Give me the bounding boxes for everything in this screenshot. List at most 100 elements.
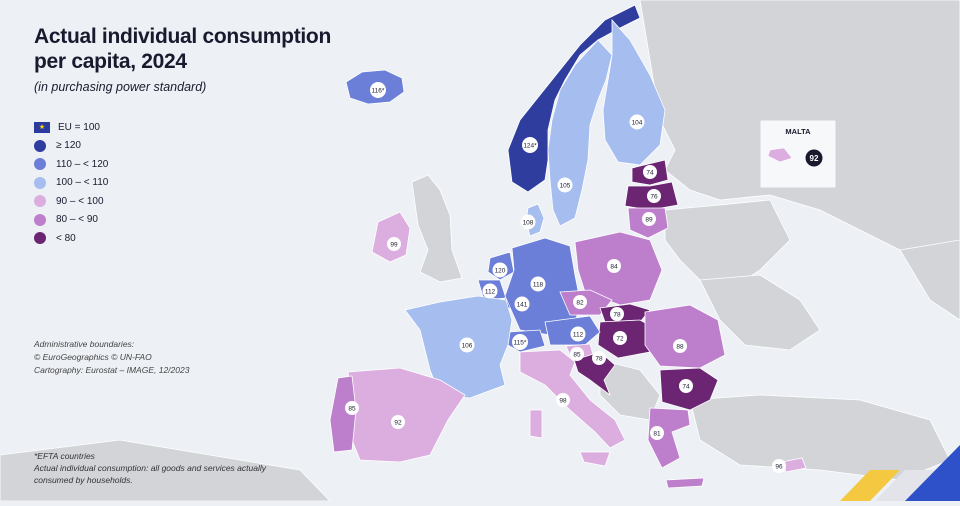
legend-swatch (34, 139, 46, 152)
svg-text:120: 120 (495, 268, 506, 275)
svg-text:98: 98 (559, 398, 567, 405)
svg-text:78: 78 (595, 356, 603, 363)
legend-swatch (34, 195, 46, 208)
svg-text:85: 85 (573, 352, 581, 359)
badge-luxembourg: 141 (514, 296, 530, 312)
svg-text:85: 85 (348, 406, 356, 413)
badge-belgium: 112 (482, 283, 498, 299)
legend-label: < 80 (56, 232, 76, 244)
svg-text:112: 112 (573, 332, 584, 339)
legend-classes: ≥ 120 110 – < 120 100 – < 110 90 – < 100 80 … (34, 137, 108, 248)
badge-ireland: 99 (387, 237, 401, 251)
svg-text:84: 84 (610, 264, 618, 271)
crete-shape (665, 477, 705, 489)
badge-malta: 92 (805, 149, 823, 167)
legend-swatch (34, 232, 46, 245)
svg-text:81: 81 (653, 431, 661, 438)
definition-note-1: Actual individual consumption: all goods… (34, 463, 266, 473)
efta-note: *EFTA countries (34, 451, 95, 461)
great-britain (411, 174, 463, 283)
legend-swatch (34, 158, 46, 171)
svg-text:82: 82 (576, 300, 584, 307)
svg-text:89: 89 (645, 217, 653, 224)
ireland-shape (371, 211, 411, 263)
badge-austria: 112 (570, 326, 586, 342)
legend-item: 100 – < 110 (34, 174, 108, 193)
svg-text:96: 96 (775, 464, 783, 471)
legend: ★ EU = 100 ≥ 120 110 – < 120 100 – < 110 90… (34, 118, 108, 248)
svg-text:78: 78 (613, 312, 621, 319)
svg-text:105: 105 (560, 183, 571, 190)
badge-germany: 118 (530, 276, 546, 292)
legend-label: 80 – < 90 (56, 214, 98, 226)
svg-text:106: 106 (462, 343, 473, 350)
badge-cyprus: 96 (772, 459, 786, 473)
badge-iceland: 116* (370, 82, 386, 98)
badge-croatia: 78 (592, 351, 606, 365)
badge-netherlands: 120 (492, 262, 508, 278)
ukraine-south (699, 274, 821, 351)
sardinia-shape (529, 409, 543, 439)
svg-text:104: 104 (632, 120, 643, 127)
svg-text:99: 99 (390, 242, 398, 249)
badge-hungary: 72 (613, 331, 627, 345)
svg-text:92: 92 (394, 420, 402, 427)
badge-portugal: 85 (345, 401, 359, 415)
svg-text:72: 72 (616, 336, 624, 343)
page-subtitle: (in purchasing power standard) (34, 80, 207, 94)
page-title: Actual individual consumption per capita… (34, 25, 331, 73)
svg-text:116*: 116* (372, 88, 385, 95)
svg-text:112: 112 (485, 289, 496, 296)
caucasus (899, 239, 960, 321)
definition-note-2: consumed by households. (34, 475, 133, 485)
badge-france: 106 (459, 337, 475, 353)
legend-label: ≥ 120 (56, 140, 81, 152)
legend-item: 80 – < 90 (34, 211, 108, 230)
eurostat-corner-graphic (840, 445, 960, 501)
legend-item: 110 – < 120 (34, 155, 108, 174)
svg-text:88: 88 (676, 344, 684, 351)
finland-shape (602, 18, 666, 166)
badge-lithuania: 89 (642, 212, 656, 226)
malta-shape (767, 147, 793, 163)
legend-eu-label: EU = 100 (58, 121, 100, 133)
italy-shape (519, 349, 626, 449)
portugal-shape (329, 375, 357, 453)
romania-shape (644, 304, 726, 369)
legend-label: 100 – < 110 (56, 177, 109, 189)
badge-slovakia: 78 (610, 307, 624, 321)
footnote: *EFTA countries Actual individual consum… (34, 450, 314, 486)
badge-poland: 84 (607, 259, 621, 273)
svg-text:118: 118 (533, 282, 544, 289)
legend-swatch (34, 176, 46, 189)
sicily-shape (579, 451, 611, 467)
svg-text:92: 92 (810, 154, 819, 163)
legend-label: 90 – < 100 (56, 195, 104, 207)
badge-bulgaria: 74 (679, 379, 693, 393)
badge-slovenia: 85 (570, 347, 584, 361)
admin-boundaries-note: Administrative boundaries: © EuroGeograp… (34, 339, 190, 375)
svg-text:76: 76 (650, 194, 658, 201)
north-africa (0, 439, 331, 502)
badge-switzerland: 115* (512, 334, 528, 350)
legend-label: 110 – < 120 (56, 158, 109, 170)
legend-swatch (34, 213, 46, 226)
badge-italy: 98 (556, 393, 570, 407)
svg-text:115*: 115* (514, 340, 527, 347)
badge-sweden: 105 (557, 177, 573, 193)
value-labels: 124* 105 104 116* 108 74 76 89 99 120 11… (345, 82, 823, 473)
svg-text:108: 108 (523, 220, 534, 227)
legend-item: ≥ 120 (34, 137, 108, 156)
badge-latvia: 76 (647, 189, 661, 203)
badge-estonia: 74 (643, 165, 657, 179)
svg-text:74: 74 (646, 170, 654, 177)
legend-item: < 80 (34, 229, 108, 248)
france-shape (404, 295, 513, 399)
badge-denmark: 108 (520, 214, 536, 230)
badge-norway: 124* (522, 137, 538, 153)
legend-item: 90 – < 100 (34, 192, 108, 211)
malta-inset: MALTA (759, 119, 837, 189)
badge-finland: 104 (629, 114, 645, 130)
svg-text:124*: 124* (523, 143, 537, 150)
